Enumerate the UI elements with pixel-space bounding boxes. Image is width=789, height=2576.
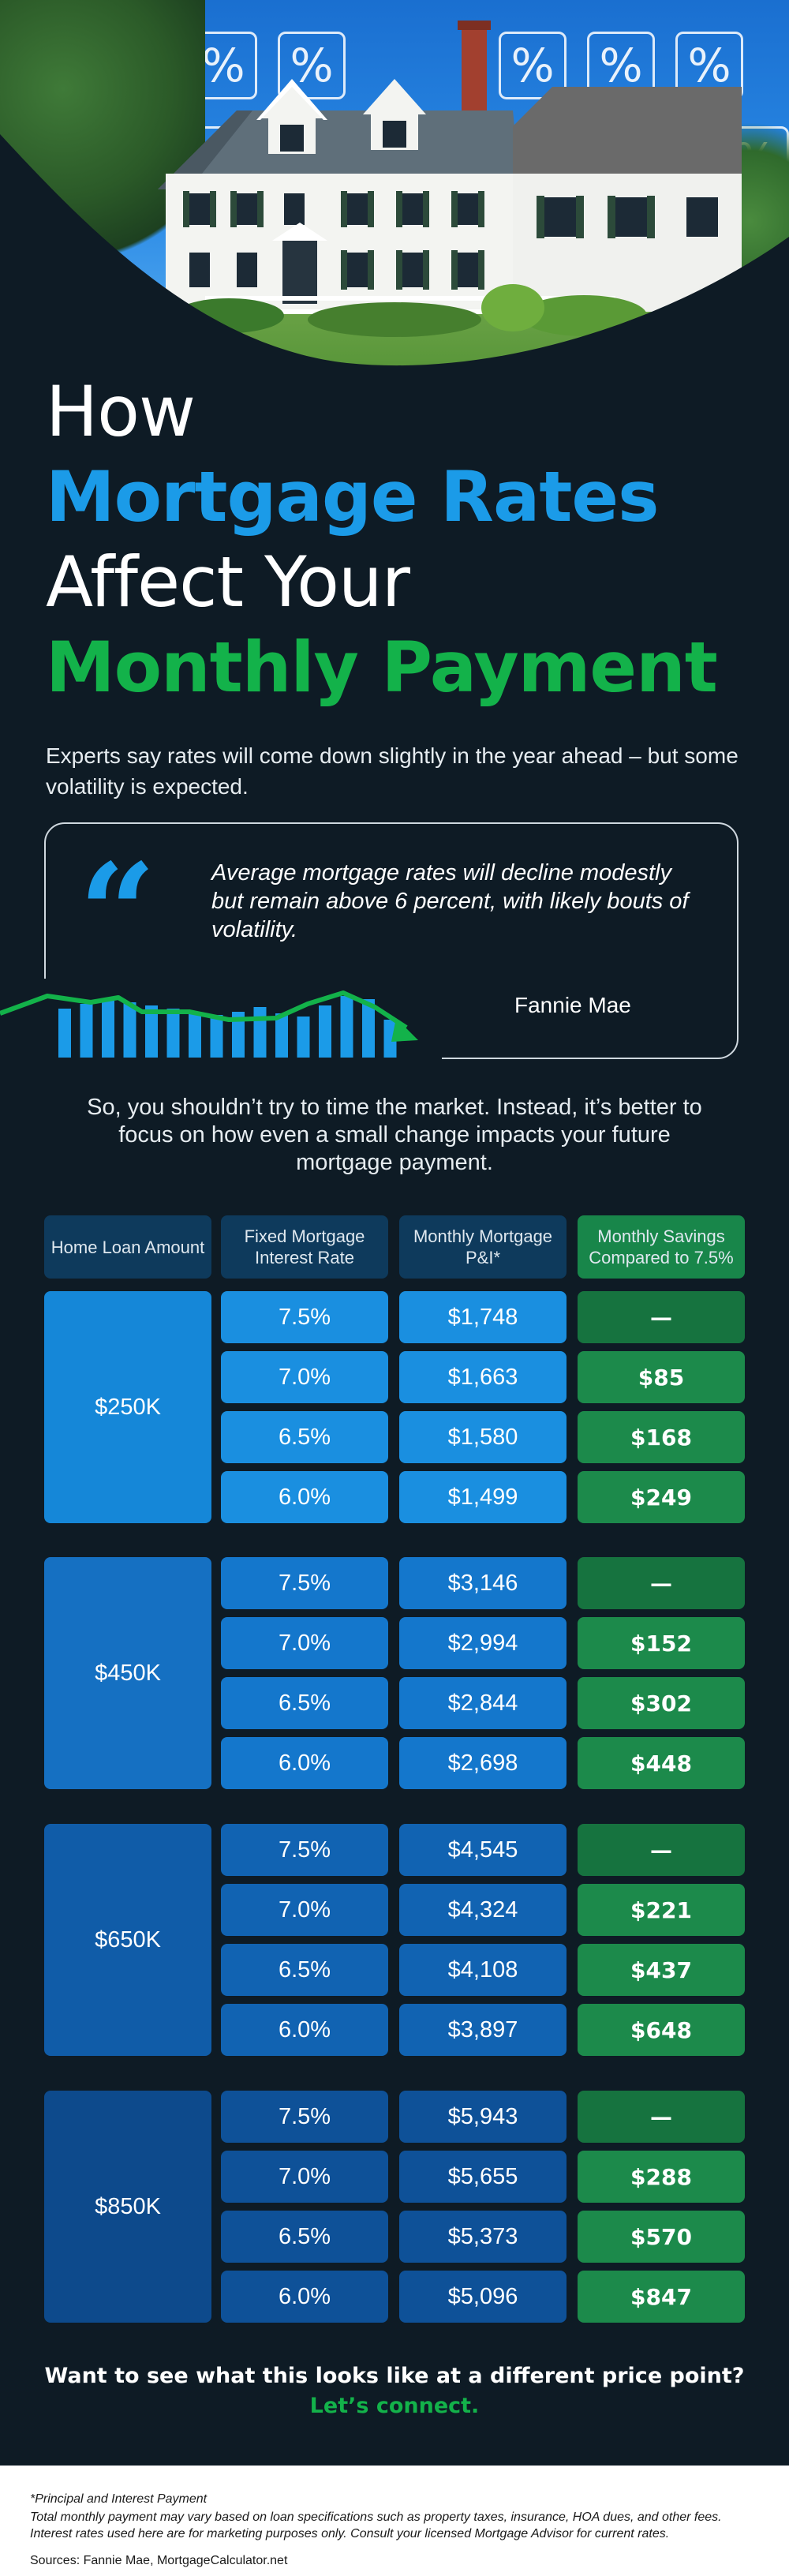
col-header-monthly-payment: Monthly Mortgage P&I* [399,1215,567,1279]
monthly-savings-cell: $648 [578,2004,745,2056]
percent-icon: % [278,32,346,99]
bar-chart-trend-icon [0,979,442,1065]
hero-image: % % % % % % % % % [0,0,789,371]
footnote-title: *Principal and Interest Payment [30,2492,208,2506]
title-line-3: Affect Your [46,541,410,623]
chart-bar-decoration [210,1015,223,1058]
monthly-payment-cell: $3,146 [399,1557,567,1609]
monthly-savings-cell: $249 [578,1471,745,1523]
chart-bar-decoration [275,1013,288,1058]
loan-amount-cell: $250K [44,1291,211,1523]
interest-rate-cell: 6.0% [221,2004,388,2056]
interest-rate-cell: 6.5% [221,1677,388,1729]
interest-rate-cell: 7.0% [221,1351,388,1403]
monthly-savings-cell: $152 [578,1617,745,1669]
monthly-payment-cell: $5,655 [399,2151,567,2203]
cta: Want to see what this looks like at a di… [32,2361,757,2421]
chart-bar-decoration [297,1017,310,1058]
monthly-savings-cell: $448 [578,1737,745,1789]
monthly-payment-cell: $3,897 [399,2004,567,2056]
monthly-savings-cell: $221 [578,1884,745,1936]
interest-rate-cell: 6.5% [221,1944,388,1996]
monthly-savings-cell: $302 [578,1677,745,1729]
chart-bar-decoration [166,1009,180,1058]
chart-bar-decoration [319,1005,331,1058]
chart-bar-decoration [362,999,375,1058]
monthly-payment-cell: $1,748 [399,1291,567,1343]
monthly-payment-cell: $4,324 [399,1884,567,1936]
quote-text: Average mortgage rates will decline mode… [211,860,689,942]
monthly-savings-cell: — [578,2091,745,2143]
interest-rate-cell: 6.0% [221,1471,388,1523]
monthly-payment-cell: $2,994 [399,1617,567,1669]
page-title: How Mortgage Rates Affect Your Monthly P… [46,369,756,710]
interest-rate-cell: 7.5% [221,1824,388,1876]
title-line-4: Monthly Payment [46,627,718,708]
loan-amount-cell: $650K [44,1824,211,2056]
cta-question: Want to see what this looks like at a di… [44,2364,745,2388]
loan-amount-cell: $450K [44,1557,211,1789]
monthly-savings-cell: $288 [578,2151,745,2203]
quote-icon: “ [79,834,156,992]
chart-bar-decoration [80,1004,93,1058]
interest-rate-cell: 7.0% [221,1617,388,1669]
col-header-monthly-savings: Monthly Savings Compared to 7.5% [578,1215,745,1279]
title-line-2: Mortgage Rates [46,456,659,537]
cta-link[interactable]: Let’s connect. [309,2394,480,2418]
monthly-savings-cell: — [578,1291,745,1343]
monthly-savings-cell: — [578,1557,745,1609]
chart-bar-decoration [123,1002,136,1058]
chart-bar-decoration [58,1009,71,1058]
interest-rate-cell: 7.0% [221,2151,388,2203]
interest-rate-cell: 6.0% [221,2271,388,2323]
interest-rate-cell: 7.5% [221,1291,388,1343]
monthly-savings-cell: — [578,1824,745,1876]
interest-rate-cell: 6.5% [221,2211,388,2263]
percent-icon: % [499,32,567,99]
house-illustration [158,21,742,337]
col-header-loan-amount: Home Loan Amount [44,1215,211,1279]
interest-rate-cell: 6.0% [221,1737,388,1789]
monthly-payment-cell: $5,943 [399,2091,567,2143]
chart-bar-decoration [253,1007,267,1058]
monthly-savings-cell: $847 [578,2271,745,2323]
monthly-payment-cell: $4,108 [399,1944,567,1996]
footer: *Principal and Interest Payment Total mo… [0,2466,789,2576]
monthly-payment-cell: $5,096 [399,2271,567,2323]
monthly-payment-cell: $5,373 [399,2211,567,2263]
hero-curve-mask [0,134,789,371]
quote-source: Fannie Mae [514,993,631,1017]
monthly-savings-cell: $168 [578,1411,745,1463]
monthly-payment-cell: $1,499 [399,1471,567,1523]
chart-bar-decoration [232,1012,245,1058]
middle-text: So, you shouldn’t try to time the market… [87,1095,702,1175]
col-header-interest-rate: Fixed Mortgage Interest Rate [221,1215,388,1279]
title-line-1: How [46,371,196,452]
monthly-payment-cell: $1,580 [399,1411,567,1463]
chart-bar-decoration [340,996,353,1058]
monthly-payment-cell: $2,844 [399,1677,567,1729]
interest-rate-cell: 7.5% [221,1557,388,1609]
monthly-payment-cell: $2,698 [399,1737,567,1789]
monthly-payment-cell: $4,545 [399,1824,567,1876]
monthly-savings-cell: $85 [578,1351,745,1403]
monthly-savings-cell: $437 [578,1944,745,1996]
interest-rate-cell: 7.5% [221,2091,388,2143]
percent-icon: % [675,32,743,99]
interest-rate-cell: 7.0% [221,1884,388,1936]
intro-text: Experts say rates will come down slightl… [46,743,739,799]
footnote-body: Total monthly payment may vary based on … [30,2510,722,2540]
chart-bar-decoration [102,1001,114,1058]
interest-rate-cell: 6.5% [221,1411,388,1463]
monthly-payment-cell: $1,663 [399,1351,567,1403]
chart-bar-decoration [145,1005,158,1058]
monthly-savings-cell: $570 [578,2211,745,2263]
chart-bar-decoration [383,1020,397,1058]
chart-bar-decoration [189,1013,201,1058]
loan-amount-cell: $850K [44,2091,211,2323]
sources: Sources: Fannie Mae, MortgageCalculator.… [30,2554,288,2567]
